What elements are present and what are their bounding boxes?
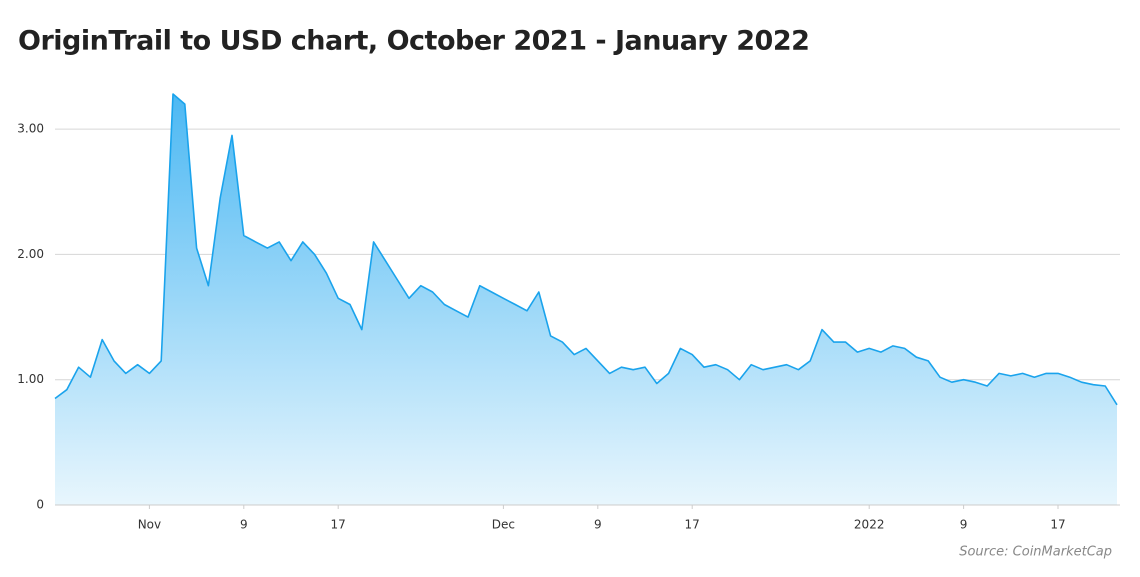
- y-tick-label: 0: [36, 498, 44, 512]
- chart-title: OriginTrail to USD chart, October 2021 -…: [18, 26, 809, 57]
- x-tick-label: 17: [331, 518, 346, 532]
- source-note: Source: CoinMarketCap: [959, 545, 1112, 560]
- x-tick-label: Dec: [492, 518, 515, 532]
- y-tick-label: 2.00: [17, 247, 44, 261]
- y-tick-label: 3.00: [17, 122, 44, 136]
- x-tick-label: 9: [960, 518, 968, 532]
- x-tick-label: 9: [240, 518, 248, 532]
- x-tick-label: 2022: [854, 518, 885, 532]
- area: [55, 94, 1117, 505]
- x-tick-label: 9: [594, 518, 602, 532]
- y-tick-label: 1.00: [17, 372, 44, 386]
- x-tick-label: 17: [685, 518, 700, 532]
- x-tick-label: 17: [1050, 518, 1065, 532]
- line: [54, 93, 1118, 406]
- x-tick-label: Nov: [138, 518, 161, 532]
